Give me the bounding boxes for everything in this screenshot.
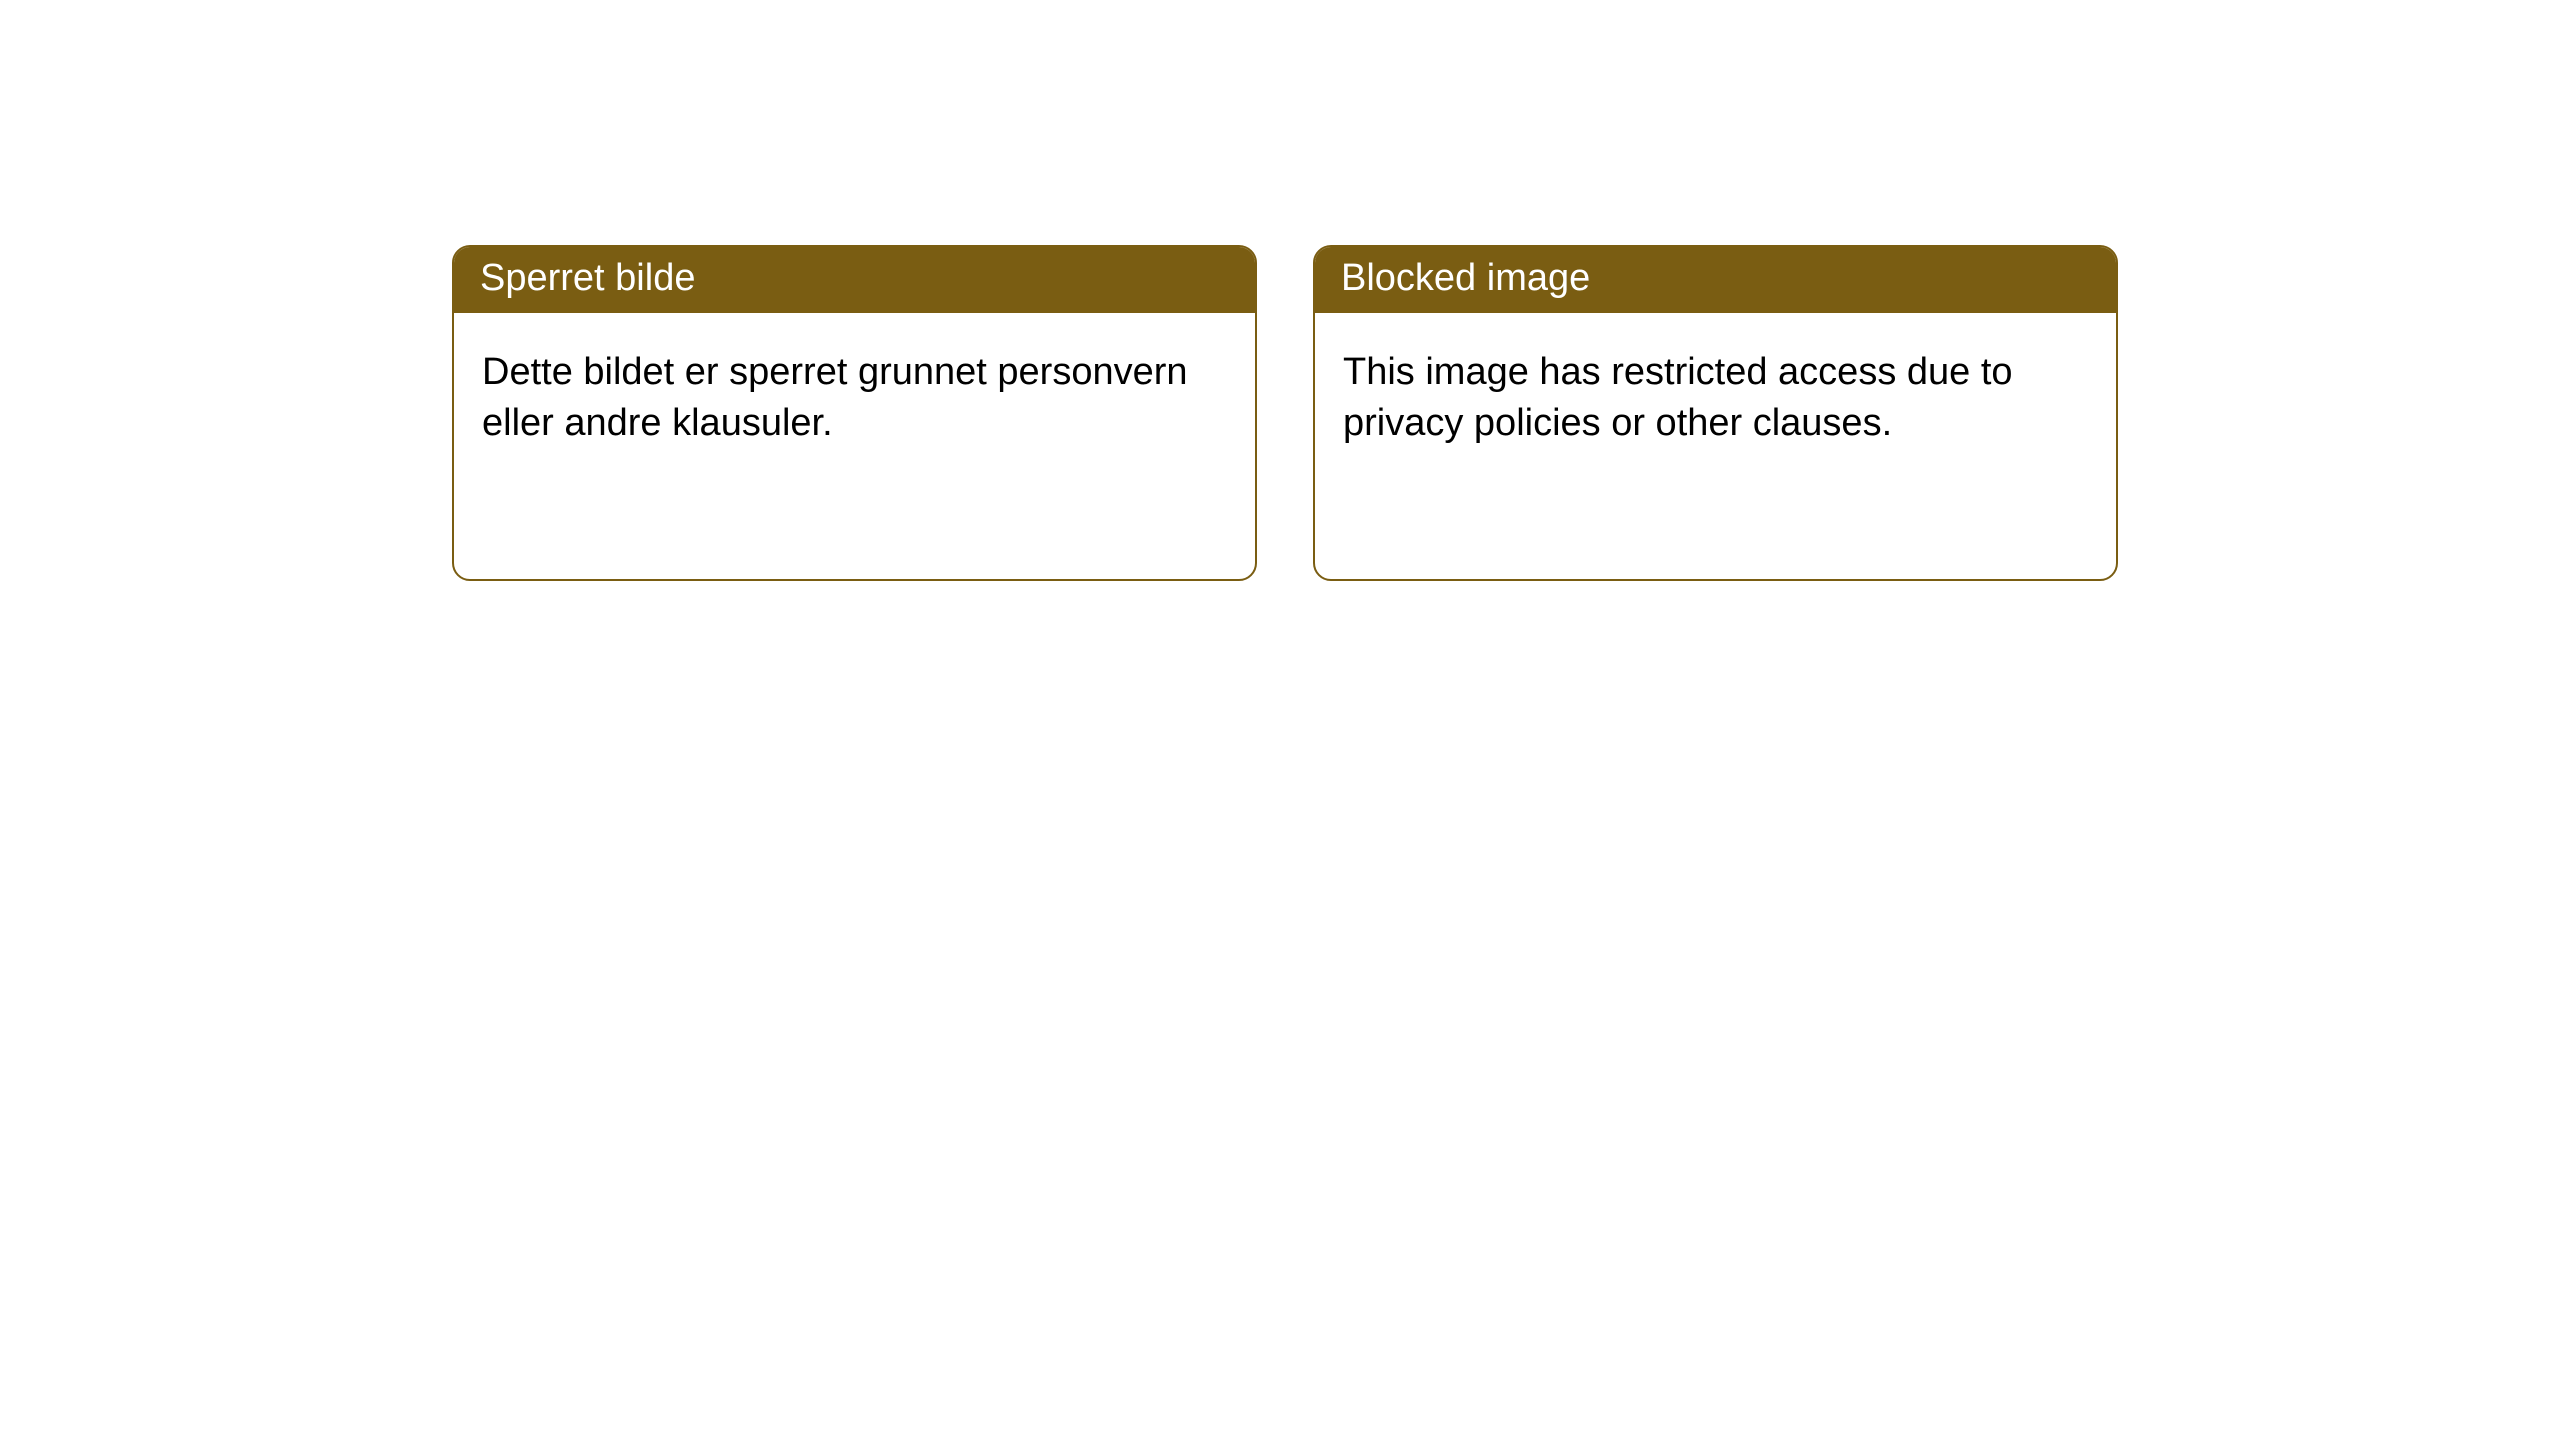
- notice-container: Sperret bilde Dette bildet er sperret gr…: [0, 0, 2560, 581]
- notice-title-no: Sperret bilde: [454, 247, 1255, 313]
- notice-body-no: Dette bildet er sperret grunnet personve…: [454, 313, 1255, 484]
- notice-title-en: Blocked image: [1315, 247, 2116, 313]
- notice-card-no: Sperret bilde Dette bildet er sperret gr…: [452, 245, 1257, 581]
- notice-body-en: This image has restricted access due to …: [1315, 313, 2116, 484]
- notice-card-en: Blocked image This image has restricted …: [1313, 245, 2118, 581]
